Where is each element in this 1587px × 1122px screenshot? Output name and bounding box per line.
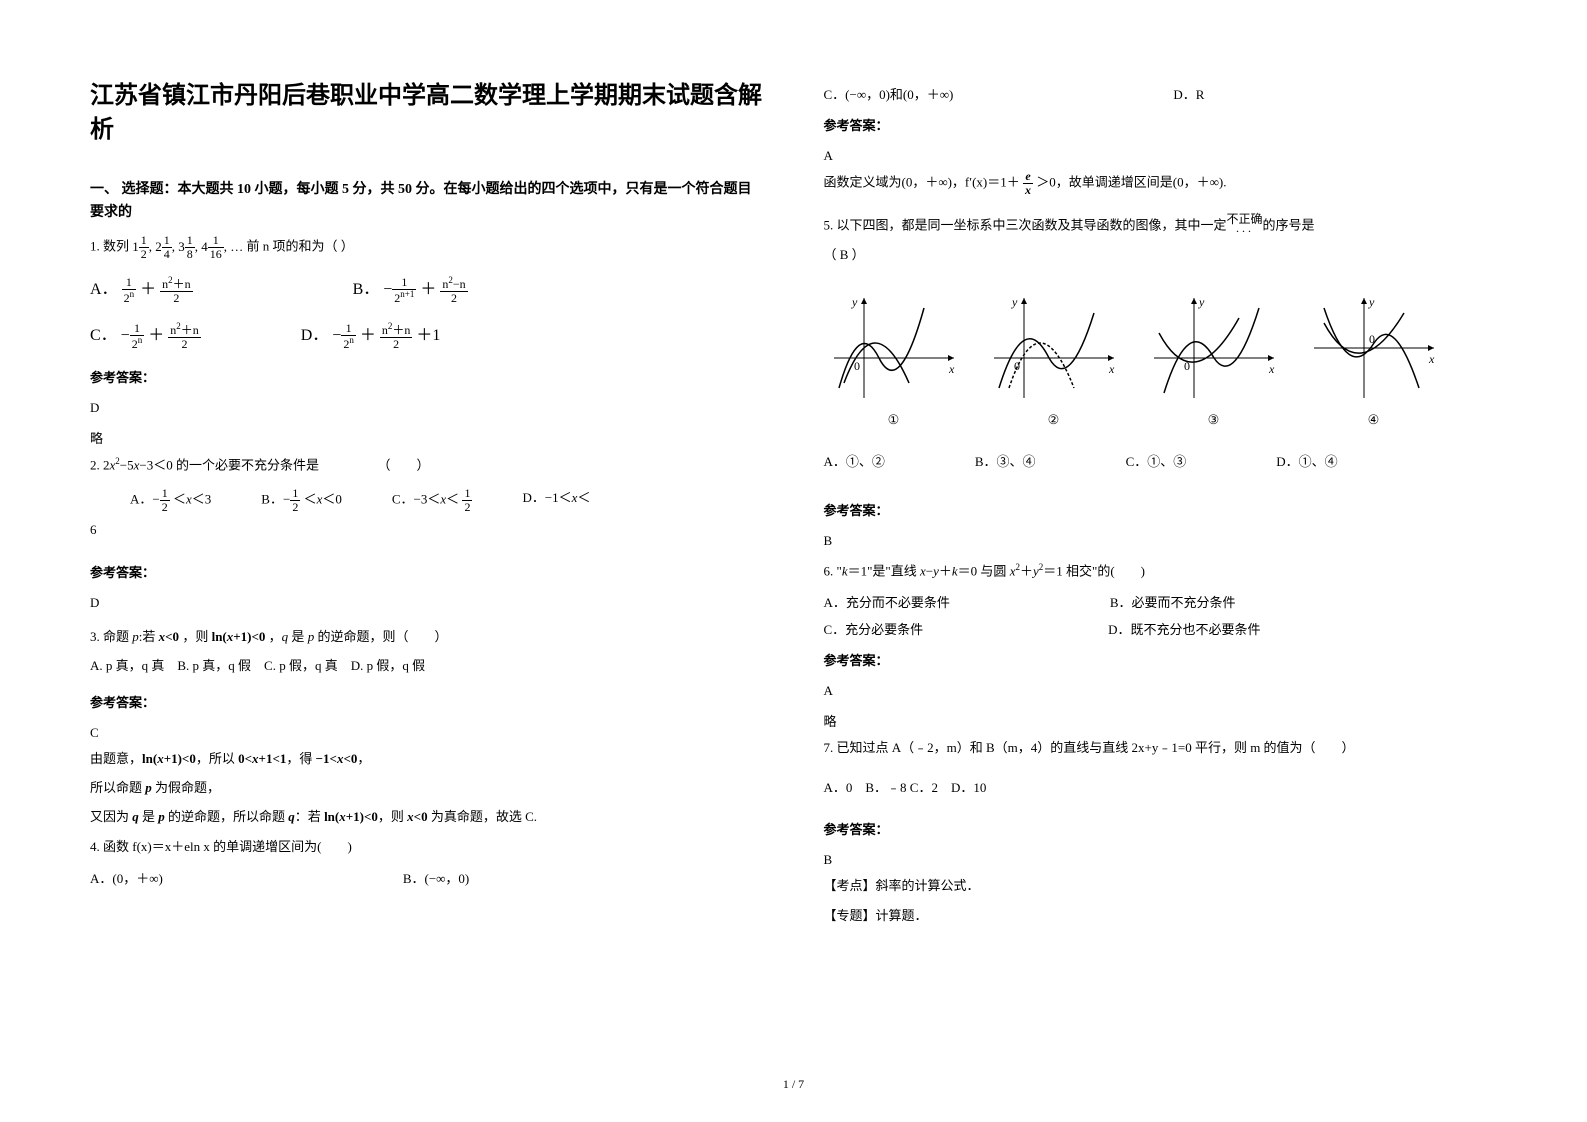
page-columns: 江苏省镇江市丹阳后巷职业中学高二数学理上学期期末试题含解析 一、 选择题：本大题… xyxy=(90,80,1497,1040)
svg-text:x: x xyxy=(948,362,955,376)
graph-2: 0 x y ② xyxy=(984,288,1124,408)
svg-text:x: x xyxy=(1108,362,1115,376)
question-6: 6. "k＝1"是"直线 x−y＋k＝0 与圆 x2＋y2＝1 相交"的( ) xyxy=(824,559,1498,583)
q5-option-b: B．③、④ xyxy=(975,451,1036,470)
graph-2-label: ② xyxy=(1048,412,1060,428)
q1-prefix: 1. 数列 xyxy=(90,239,129,254)
q4-answer-label: 参考答案： xyxy=(824,115,1498,134)
q2-answer-label: 参考答案： xyxy=(90,562,764,581)
q1-suffix: 前 n 项的和为（ ） xyxy=(247,239,354,254)
svg-text:y: y xyxy=(1368,295,1375,309)
q5-ruby-bot: ··· xyxy=(1236,225,1254,237)
page-title: 江苏省镇江市丹阳后巷职业中学高二数学理上学期期末试题含解析 xyxy=(90,80,764,147)
question-1: 1. 数列 112, 214, 318, 4116, … 前 n 项的和为（ ） xyxy=(90,234,764,261)
left-column: 江苏省镇江市丹阳后巷职业中学高二数学理上学期期末试题含解析 一、 选择题：本大题… xyxy=(90,80,764,1040)
svg-text:y: y xyxy=(851,295,858,309)
q6-answer: A xyxy=(824,683,1498,699)
svg-text:x: x xyxy=(1268,362,1275,376)
q3-expl-3: 又因为 q 是 p 的逆命题，所以命题 q：若 ln(x+1)<0，则 x<0 … xyxy=(90,805,764,828)
section-header: 一、 选择题：本大题共 10 小题，每小题 5 分，共 50 分。在每小题给出的… xyxy=(90,179,764,224)
q3-expl-1: 由题意，ln(x+1)<0，所以 0<x+1<1，得 −1<x<0， xyxy=(90,747,764,770)
q4-options-row-2: C．(−∞，0)和(0，＋∞) D．R xyxy=(824,84,1498,103)
q1-note: 略 xyxy=(90,428,764,447)
q6-options-row-2: C．充分必要条件 D．既不充分也不必要条件 xyxy=(824,619,1498,638)
q2-cont: 6 xyxy=(90,518,764,541)
q5-text-2: （ B ） xyxy=(824,243,1498,266)
q2-option-a: A．−12 ＜x＜3 xyxy=(130,487,211,514)
question-4: 4. 函数 f(x)＝x＋eln x 的单调递增区间为( ) xyxy=(90,835,764,858)
q6-option-d: D．既不充分也不必要条件 xyxy=(1108,619,1260,638)
q6-option-a: A．充分而不必要条件 xyxy=(824,592,950,611)
graph-1-label: ① xyxy=(888,412,900,428)
q4-option-a: A．(0，＋∞) xyxy=(90,868,163,887)
question-3: 3. 命题 p:若 x<0 ，则 ln(x+1)<0 ，q 是 p 的逆命题，则… xyxy=(90,625,764,648)
question-5: 5. 以下四图，都是同一坐标系中三次函数及其导函数的图像，其中一定不正确···的… xyxy=(824,213,1498,237)
q2-option-c: C．−3＜x＜ 12 xyxy=(392,487,473,514)
q6-options-row-1: A．充分而不必要条件 B．必要而不充分条件 xyxy=(824,592,1498,611)
q5-graphs: 0 x y ① 0 x y xyxy=(824,288,1498,408)
q5-option-c: C．①、③ xyxy=(1126,451,1187,470)
q1-option-d: D． −12n ＋ n2＋n2 ＋1 xyxy=(301,321,441,351)
graph-3-label: ③ xyxy=(1208,412,1220,428)
q4-option-d: D．R xyxy=(1173,84,1204,103)
svg-text:y: y xyxy=(1011,295,1018,309)
q2-option-d: D．−1＜x＜ xyxy=(522,487,590,514)
q4-expl: 函数定义域为(0，＋∞)，f′(x)＝1＋ ex ＞0，故单调递增区间是(0，＋… xyxy=(824,170,1498,197)
q7-topic: 【专题】计算题． xyxy=(824,904,1498,927)
q1-answer: D xyxy=(90,400,764,416)
svg-text:x: x xyxy=(1428,352,1435,366)
page-footer: 1 / 7 xyxy=(783,1077,804,1092)
q5-options: A．①、② B．③、④ C．①、③ D．①、④ xyxy=(824,451,1498,470)
q2-options: A．−12 ＜x＜3 B．−12 ＜x＜0 C．−3＜x＜ 12 D．−1＜x＜ xyxy=(130,487,764,514)
graph-3: 0 x y ③ xyxy=(1144,288,1284,408)
q1-sequence: 112, 214, 318, 4116, … xyxy=(132,239,246,254)
q6-option-b: B．必要而不充分条件 xyxy=(1110,592,1236,611)
q1-options-row-1: A． 12n ＋ n2＋n2 B． −12n+1 ＋ n2−n2 xyxy=(90,275,764,305)
q6-option-c: C．充分必要条件 xyxy=(824,619,924,638)
q7-answer-label: 参考答案： xyxy=(824,819,1498,838)
question-7: 7. 已知过点 A（﹣2，m）和 B（m，4）的直线与直线 2x+y﹣1=0 平… xyxy=(824,736,1498,759)
q6-answer-label: 参考答案： xyxy=(824,650,1498,669)
q5-answer: B xyxy=(824,533,1498,549)
q4-option-b: B．(−∞，0) xyxy=(403,868,469,887)
q5-option-a: A．①、② xyxy=(824,451,885,470)
q4-option-c: C．(−∞，0)和(0，＋∞) xyxy=(824,84,954,103)
q2-answer: D xyxy=(90,595,764,611)
q7-options: A．0 B．﹣8 C．2 D．10 xyxy=(824,776,1498,799)
q5-pre: 5. 以下四图，都是同一坐标系中三次函数及其导函数的图像，其中一定 xyxy=(824,218,1227,233)
q5-option-d: D．①、④ xyxy=(1276,451,1337,470)
q2-option-b: B．−12 ＜x＜0 xyxy=(261,487,342,514)
q5-answer-label: 参考答案： xyxy=(824,500,1498,519)
q4-options-row-1: A．(0，＋∞) B．(−∞，0) xyxy=(90,868,764,887)
q1-options-row-2: C． −12n ＋ n2＋n2 D． −12n ＋ n2＋n2 ＋1 xyxy=(90,321,764,351)
graph-4: 0 x y ④ xyxy=(1304,288,1444,408)
q1-option-b: B． −12n+1 ＋ n2−n2 xyxy=(353,275,468,305)
q5-ruby: 不正确··· xyxy=(1227,213,1263,237)
q3-answer-label: 参考答案： xyxy=(90,692,764,711)
svg-text:y: y xyxy=(1198,295,1205,309)
q4-answer: A xyxy=(824,148,1498,164)
q5-post: 的序号是 xyxy=(1263,218,1315,233)
q1-option-a: A． 12n ＋ n2＋n2 xyxy=(90,275,193,305)
graph-1: 0 x y ① xyxy=(824,288,964,408)
q3-answer: C xyxy=(90,725,764,741)
q1-answer-label: 参考答案： xyxy=(90,367,764,386)
right-column: C．(−∞，0)和(0，＋∞) D．R 参考答案： A 函数定义域为(0，＋∞)… xyxy=(824,80,1498,1040)
q7-answer: B xyxy=(824,852,1498,868)
graph-4-label: ④ xyxy=(1368,412,1380,428)
q7-point: 【考点】斜率的计算公式． xyxy=(824,874,1498,897)
svg-text:0: 0 xyxy=(854,359,860,373)
question-2: 2. 2x2−5x−3＜0 的一个必要不充分条件是 （ ） xyxy=(90,453,764,477)
q6-note: 略 xyxy=(824,711,1498,730)
q1-option-c: C． −12n ＋ n2＋n2 xyxy=(90,321,201,351)
q3-expl-2: 所以命题 p 为假命题， xyxy=(90,776,764,799)
q3-options: A. p 真，q 真 B. p 真，q 假 C. p 假，q 真 D. p 假，… xyxy=(90,654,764,677)
